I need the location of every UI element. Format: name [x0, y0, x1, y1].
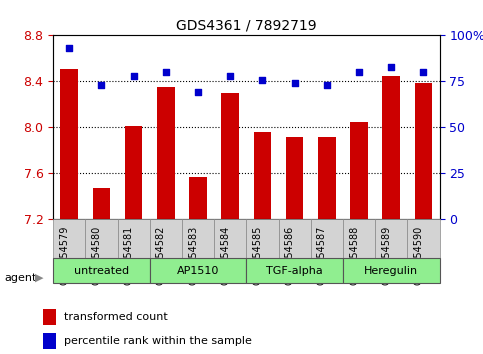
Text: untreated: untreated — [74, 266, 129, 276]
Point — [65, 45, 73, 51]
Point — [323, 82, 331, 88]
Bar — [85, 219, 117, 258]
Bar — [383, 76, 400, 219]
Text: GSM554579: GSM554579 — [59, 225, 69, 285]
Bar — [157, 87, 175, 219]
Text: GSM554588: GSM554588 — [349, 225, 359, 285]
Bar — [60, 69, 78, 219]
Point — [98, 82, 105, 88]
Bar — [214, 219, 246, 258]
Text: GSM554583: GSM554583 — [188, 225, 198, 285]
Text: ▶: ▶ — [35, 273, 43, 283]
Bar — [286, 137, 303, 219]
Bar — [414, 82, 432, 219]
Bar — [53, 258, 150, 283]
Text: GSM554585: GSM554585 — [253, 225, 262, 285]
Point — [162, 69, 170, 75]
Text: GSM554589: GSM554589 — [381, 225, 391, 285]
Bar — [182, 219, 214, 258]
Text: GSM554590: GSM554590 — [413, 225, 424, 285]
Point — [355, 69, 363, 75]
Text: GSM554581: GSM554581 — [124, 225, 134, 285]
Bar — [93, 188, 110, 219]
Point — [420, 69, 427, 75]
Text: percentile rank within the sample: percentile rank within the sample — [64, 336, 252, 346]
Bar — [43, 309, 56, 325]
Bar — [125, 126, 142, 219]
Point — [227, 73, 234, 79]
Bar — [343, 258, 440, 283]
Point — [258, 77, 266, 82]
Bar — [246, 219, 279, 258]
Text: GSM554587: GSM554587 — [317, 225, 327, 285]
Text: transformed count: transformed count — [64, 312, 168, 322]
Bar — [117, 219, 150, 258]
Point — [194, 90, 202, 95]
Bar — [189, 177, 207, 219]
Point — [291, 80, 298, 86]
Bar — [350, 122, 368, 219]
Title: GDS4361 / 7892719: GDS4361 / 7892719 — [176, 19, 317, 33]
Bar — [221, 93, 239, 219]
Text: GSM554586: GSM554586 — [284, 225, 295, 285]
Bar — [254, 132, 271, 219]
Text: GSM554582: GSM554582 — [156, 225, 166, 285]
Bar — [318, 137, 336, 219]
Bar — [407, 219, 440, 258]
Text: agent: agent — [5, 273, 37, 283]
Point — [130, 73, 138, 79]
Text: Heregulin: Heregulin — [364, 266, 418, 276]
Text: AP1510: AP1510 — [177, 266, 219, 276]
Bar — [311, 219, 343, 258]
Text: GSM554584: GSM554584 — [220, 225, 230, 285]
Text: GSM554580: GSM554580 — [91, 225, 101, 285]
Bar — [150, 219, 182, 258]
Bar — [375, 219, 407, 258]
Bar — [343, 219, 375, 258]
Bar — [53, 219, 85, 258]
Bar — [43, 333, 56, 349]
Bar — [150, 258, 246, 283]
Text: TGF-alpha: TGF-alpha — [266, 266, 323, 276]
Bar — [246, 258, 343, 283]
Point — [387, 64, 395, 69]
Bar — [279, 219, 311, 258]
